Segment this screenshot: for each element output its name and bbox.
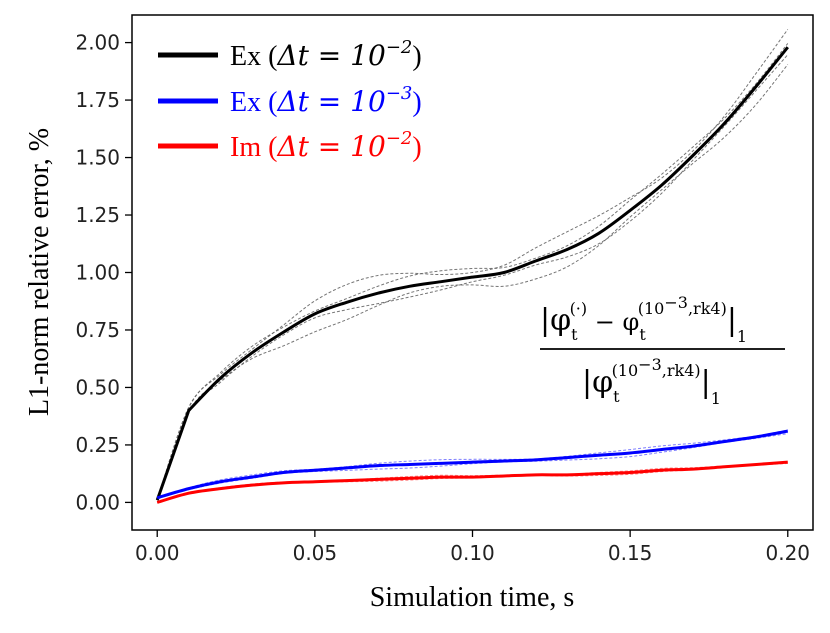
x-tick-label: 0.15 bbox=[608, 541, 653, 565]
series-1-line bbox=[156, 429, 789, 500]
formula-denominator: |φt(10−3,rk4)|1 bbox=[582, 355, 721, 408]
series-0-variant-line bbox=[156, 64, 789, 501]
y-tick-label: 0.75 bbox=[75, 318, 120, 342]
x-axis-label: Simulation time, s bbox=[370, 582, 575, 613]
x-tick-label: 0.20 bbox=[766, 541, 811, 565]
y-tick-label: 0.50 bbox=[75, 375, 120, 399]
axis-ticks: 0.00 0.05 0.10 0.15 0.20 0.00 0.25 0.50 0.75 1.00… bbox=[75, 31, 810, 565]
legend-label-ex-3: Ex (Δt = 10−3) bbox=[230, 83, 422, 118]
x-tick-label: 0.05 bbox=[293, 541, 338, 565]
y-tick-label: 0.00 bbox=[75, 490, 120, 514]
x-tick-label: 0.10 bbox=[450, 541, 495, 565]
y-tick-label: 1.75 bbox=[75, 88, 120, 112]
legend: Ex (Δt = 10−2) Ex (Δt = 10−3) Im (Δt = 1… bbox=[158, 37, 422, 163]
formula-annotation: |φt(·) − φt(10−3,rk4)|1 |φt(10−3,rk4)|1 bbox=[540, 293, 785, 408]
y-axis-label: L1-norm relative error, % bbox=[24, 128, 55, 416]
series-layer bbox=[155, 29, 789, 504]
series-1-variant-line bbox=[157, 429, 788, 499]
legend-label-ex-2: Ex (Δt = 10−2) bbox=[230, 37, 422, 72]
legend-label-im-2: Im (Δt = 10−2) bbox=[230, 128, 422, 163]
y-tick-label: 0.25 bbox=[75, 433, 120, 457]
y-tick-label: 2.00 bbox=[75, 31, 120, 55]
x-tick-label: 0.00 bbox=[135, 541, 180, 565]
y-tick-label: 1.25 bbox=[75, 203, 120, 227]
series-0-line bbox=[155, 46, 789, 501]
series-2-line bbox=[156, 460, 788, 504]
series-0-variant-line bbox=[156, 29, 789, 501]
y-tick-label: 1.50 bbox=[75, 146, 120, 170]
y-tick-label: 1.00 bbox=[75, 261, 120, 285]
series-0-variant-line bbox=[156, 54, 789, 501]
formula-numerator: |φt(·) − φt(10−3,rk4)|1 bbox=[540, 293, 747, 346]
